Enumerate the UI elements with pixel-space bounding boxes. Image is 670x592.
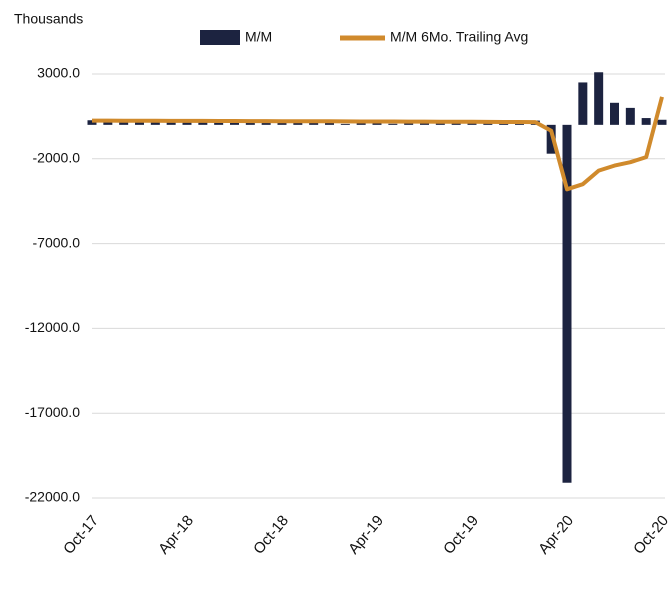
bar (562, 124, 572, 483)
bar (261, 123, 271, 125)
y-tick-label: -2000.0 (33, 149, 81, 165)
trailing-avg-line (92, 96, 664, 192)
bar (166, 122, 176, 125)
bar (214, 121, 224, 125)
bar (625, 107, 635, 125)
bar (641, 118, 651, 125)
bar (594, 72, 604, 125)
y-tick-label: -22000.0 (25, 489, 80, 505)
x-tick-label: Apr-18 (155, 512, 197, 557)
y-tick-label: -7000.0 (33, 234, 81, 250)
x-tick-label: Oct-18 (250, 512, 292, 557)
bar (657, 119, 667, 125)
y-tick-label: -17000.0 (25, 404, 80, 420)
x-tick-label: Apr-20 (535, 512, 577, 557)
y-tick-label: 3000.0 (37, 65, 80, 81)
legend-label: M/M (245, 29, 272, 45)
legend-label: M/M 6Mo. Trailing Avg (390, 29, 528, 45)
legend-swatch (200, 30, 240, 45)
x-tick-label: Apr-19 (345, 512, 387, 557)
axis-label: Thousands (14, 11, 83, 27)
y-tick-label: -12000.0 (25, 319, 80, 335)
bar (610, 102, 619, 125)
bar (388, 123, 398, 125)
bar (546, 124, 556, 154)
x-tick-label: Oct-17 (60, 512, 102, 557)
bar (230, 121, 239, 125)
bar (182, 121, 192, 125)
bar (578, 82, 588, 125)
bar (103, 121, 113, 125)
x-tick-label: Oct-20 (630, 512, 670, 557)
bar (135, 121, 144, 125)
x-tick-label: Oct-19 (440, 512, 482, 557)
bar (119, 121, 129, 125)
bar (340, 123, 350, 125)
